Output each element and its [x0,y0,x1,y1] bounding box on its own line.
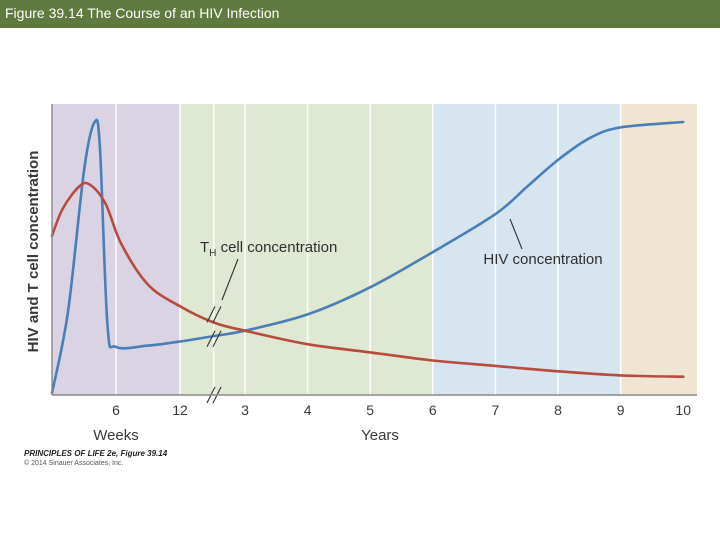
th-cell-concentration-label: TH cell concentration [200,239,337,259]
th-label-rest: cell concentration [216,239,337,256]
figure-credit: PRINCIPLES OF LIFE 2e, Figure 39.14 [24,449,168,458]
slide-title-bar: Figure 39.14 The Course of an HIV Infect… [0,0,720,28]
x-tick-label-weeks-6: 6 [112,402,120,418]
x-tick-label-years-9: 9 [617,402,625,418]
th-label-main: T [200,239,209,256]
x-axis-label-weeks: Weeks [93,427,139,444]
hiv-concentration-line [50,118,685,395]
th-label-leader [221,258,239,301]
x-tick-label-weeks-12: 12 [172,402,188,418]
x-tick-label-years-8: 8 [554,402,562,418]
hiv-label-leader [509,218,523,250]
data-series [50,118,685,395]
x-tick-label-years-3: 3 [241,402,249,418]
x-tick-label-years-5: 5 [366,402,374,418]
x-axis-label-years: Years [361,427,399,444]
x-tick-label-years-6: 6 [429,402,437,418]
axis-break-mark [206,330,216,348]
phase-band-latent [180,104,433,395]
axis-break-mark [212,330,222,348]
x-tick-label-years-7: 7 [492,402,500,418]
th-cell-concentration-line [50,181,685,378]
axis-break-mark [212,306,222,323]
axes [51,104,697,396]
slide-title: Figure 39.14 The Course of an HIV Infect… [5,5,280,21]
th-label-sub: H [209,248,216,259]
x-tick-label-years-4: 4 [304,402,312,418]
phase-band-progressive [432,104,621,395]
copyright-line: © 2014 Sinauer Associates, Inc. [24,460,124,467]
gridlines [115,104,622,395]
axis-break-mark [206,306,216,323]
phase-bands [52,104,697,395]
hiv-concentration-label: HIV concentration [483,251,602,268]
chart-labels: 6 12 3 4 5 6 7 8 9 10 Weeks Years HIV and T cell con… [25,151,691,444]
y-axis-label: HIV and T cell concentration [25,151,42,353]
phase-band-aids [620,104,697,395]
x-tick-label-years-10: 10 [675,402,691,418]
